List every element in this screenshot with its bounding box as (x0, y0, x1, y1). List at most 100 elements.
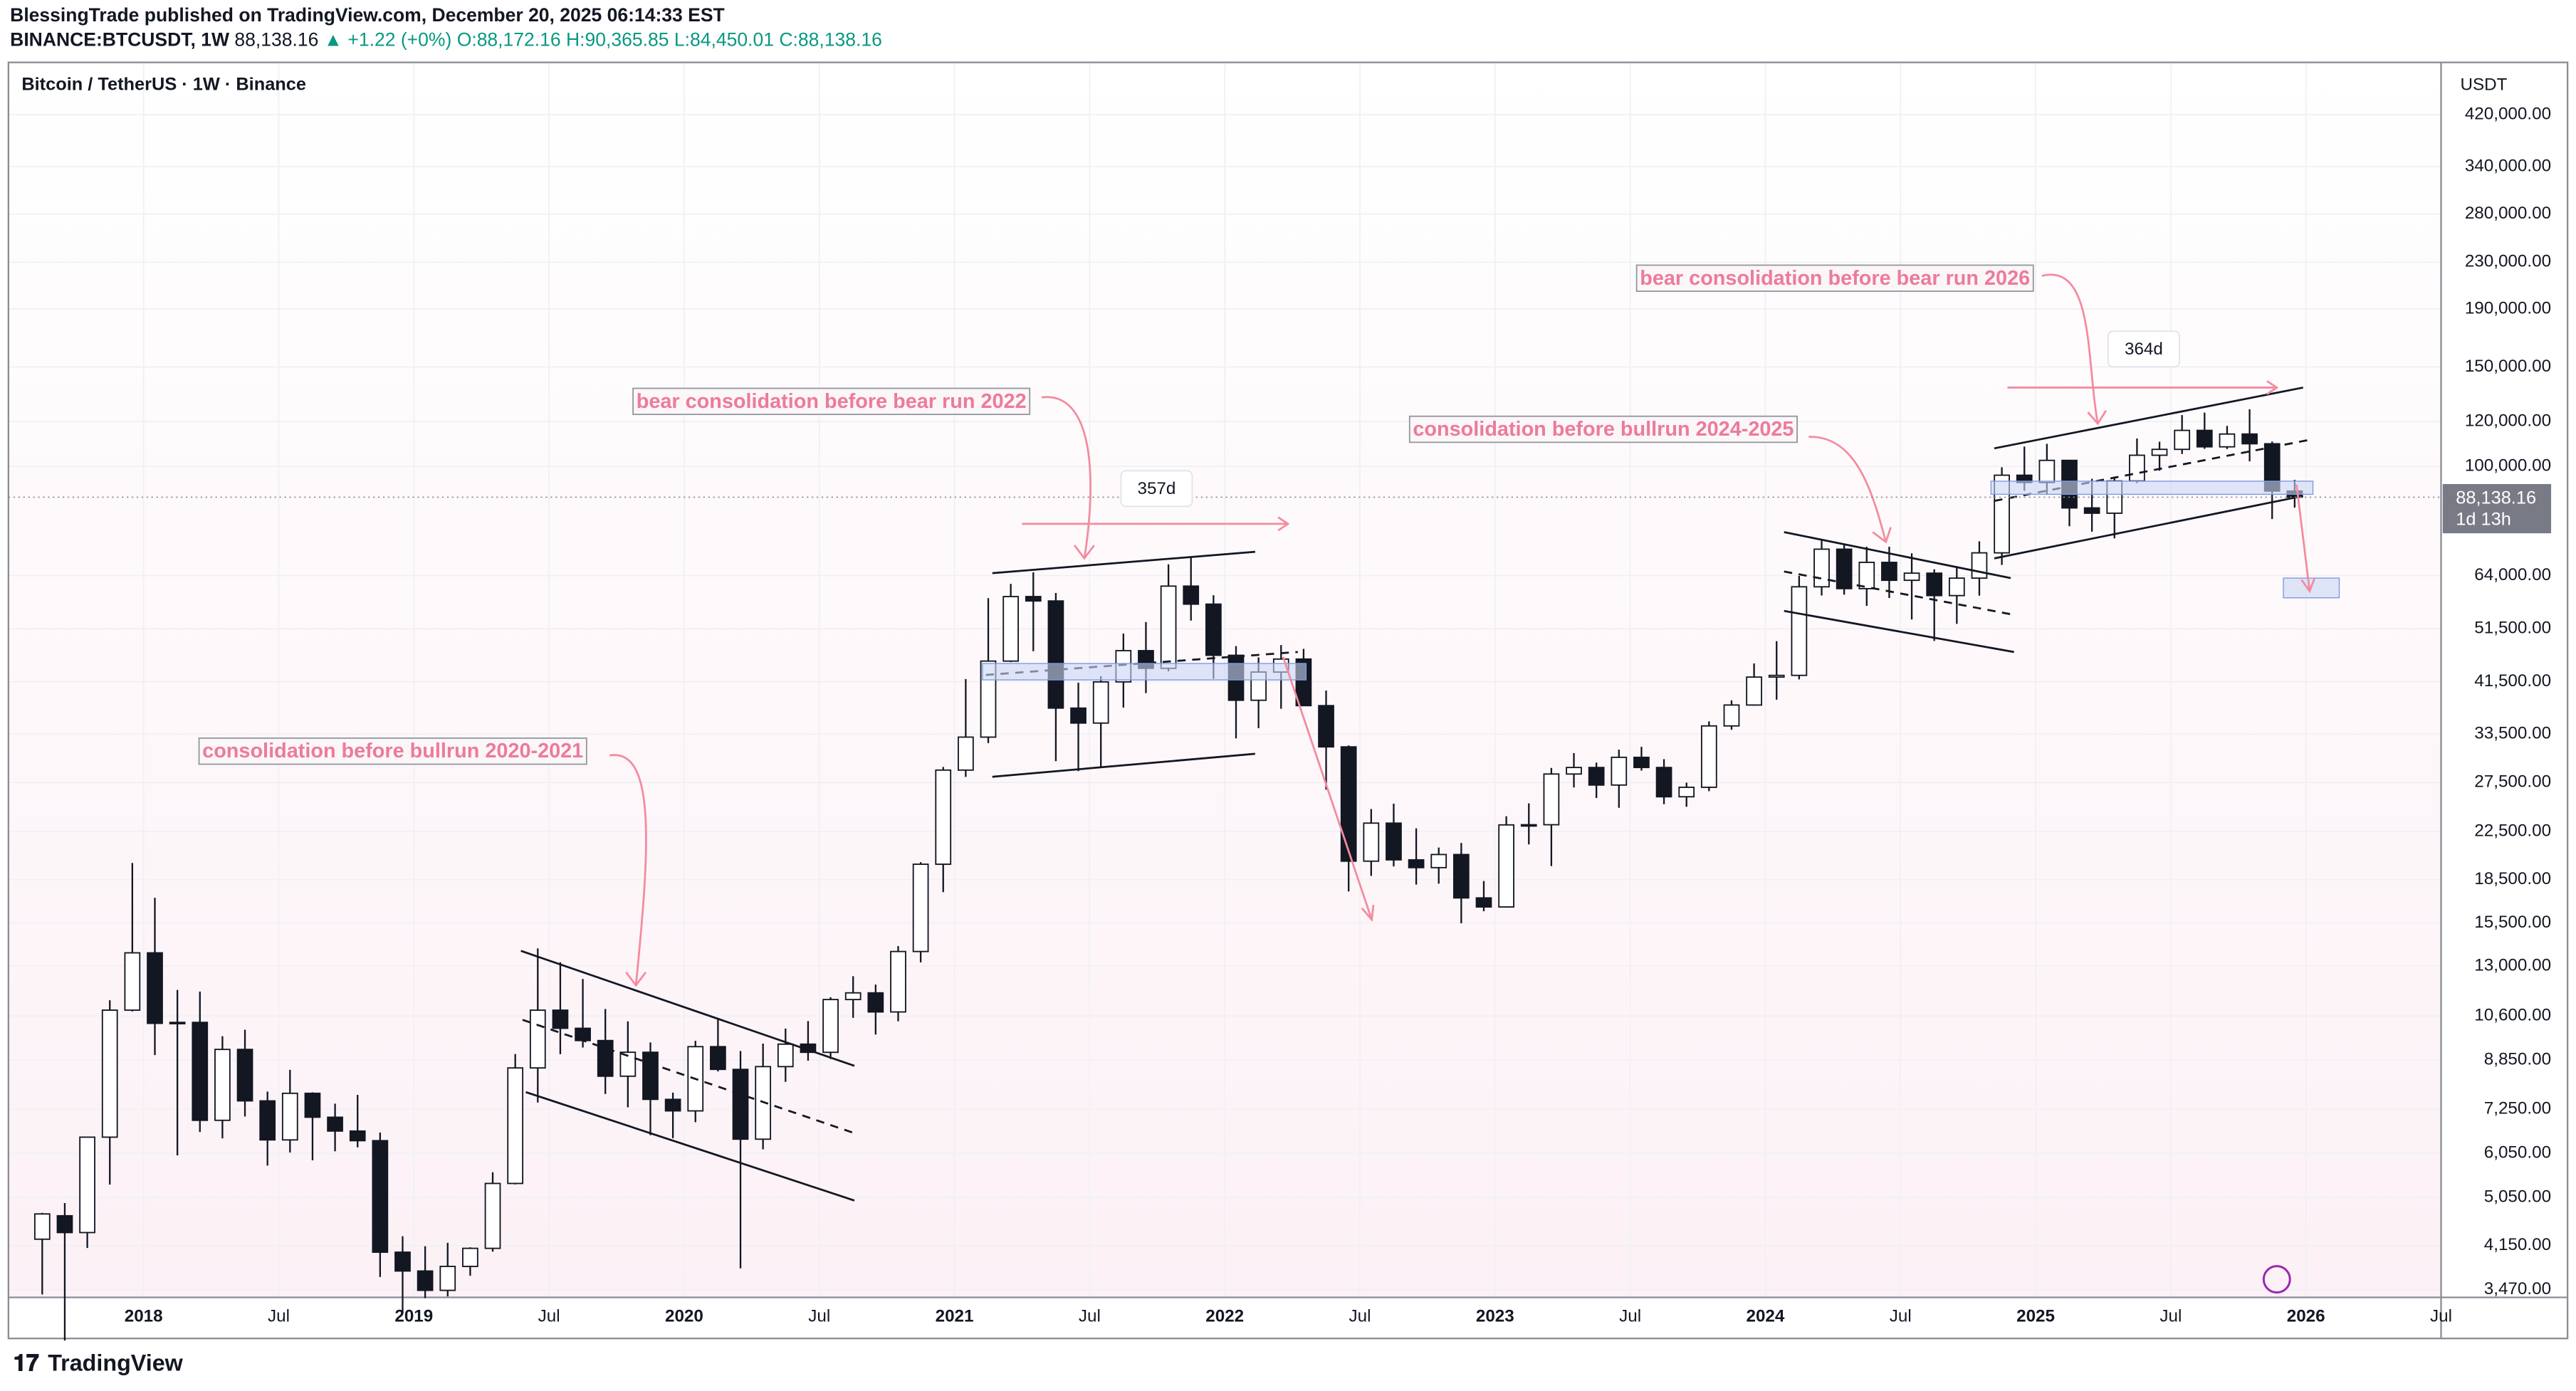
price-tag-value: 88,138.16 (2456, 488, 2536, 508)
candle-body (2241, 433, 2258, 445)
annotation: consolidation before bullrun 2020-2021 (202, 740, 583, 762)
candle-body (1723, 704, 1740, 727)
candle-body (259, 1100, 276, 1141)
annotation-box (632, 387, 1031, 416)
candle-body (2129, 454, 2145, 482)
candle-body (1205, 603, 1222, 656)
candle-body (575, 1027, 591, 1041)
candle-body (484, 1182, 501, 1249)
candle-body (101, 1009, 118, 1138)
candle-body (1475, 897, 1492, 908)
axis-unit: USDT (2461, 75, 2508, 94)
candle-body (710, 1046, 726, 1071)
brand-logo: 𝟏𝟕 (14, 1350, 39, 1376)
symbol: BINANCE:BTCUSDT, 1W (10, 29, 229, 51)
candle-body (33, 1213, 51, 1240)
candle-body (147, 952, 163, 1024)
candle-body (1836, 548, 1853, 589)
arrow (1022, 516, 1290, 532)
candle-body (642, 1051, 659, 1101)
y-tick-label: 10,600.00 (2474, 1006, 2551, 1025)
candle-body (56, 1214, 73, 1234)
y-tick-label: 3,470.00 (2484, 1279, 2551, 1298)
candle-body (822, 999, 839, 1054)
x-tick-label: 2018 (125, 1307, 163, 1326)
candles (33, 409, 2303, 1341)
y-tick-label: 100,000.00 (2465, 456, 2551, 475)
x-tick-label: Jul (1079, 1307, 1101, 1326)
event-icon[interactable] (2262, 1265, 2291, 1294)
measure-label: 364d (2125, 340, 2163, 359)
y-tick-label: 340,000.00 (2465, 156, 2551, 175)
x-tick-label: 2026 (2287, 1307, 2325, 1326)
candle-body (1543, 773, 1560, 826)
y-tick-label: 51,500.00 (2474, 619, 2551, 638)
candle-body (1340, 746, 1357, 862)
candle-body (1183, 585, 1200, 605)
y-tick-label: 5,050.00 (2484, 1187, 2551, 1207)
x-tick-label: 2022 (1205, 1307, 1244, 1326)
candle-body (417, 1270, 434, 1291)
arrow (2295, 484, 2316, 594)
candle-body (1452, 854, 1470, 899)
candle-body (1386, 822, 1402, 861)
annotation-box (1635, 264, 2034, 293)
candle-body (1971, 552, 1988, 579)
y-tick-label: 13,000.00 (2474, 955, 2551, 975)
y-tick-label: 190,000.00 (2465, 298, 2551, 317)
change: +1.22 (+0%) (347, 29, 451, 51)
x-tick-label: Jul (1890, 1307, 1912, 1326)
x-tick-label: Jul (1349, 1307, 1371, 1326)
arrow (1282, 656, 1375, 923)
candle-body (2219, 433, 2236, 448)
candle-body (304, 1092, 321, 1118)
y-tick-label: 7,250.00 (2484, 1098, 2551, 1118)
x-tick-label: Jul (268, 1307, 290, 1326)
candle-body (732, 1069, 749, 1140)
trendline (1994, 387, 2303, 450)
candle-body (2151, 448, 2168, 456)
annotation-box (1408, 415, 1799, 443)
candle-body (1498, 824, 1514, 908)
candle-body (1813, 548, 1830, 588)
candle-body (169, 1022, 186, 1024)
x-tick-label: 2023 (1476, 1307, 1514, 1326)
price-tag (2442, 483, 2552, 534)
x-tick-label: Jul (808, 1307, 830, 1326)
candle-body (507, 1067, 524, 1185)
candle-body (890, 950, 906, 1013)
trendline (525, 1091, 855, 1202)
candle-body (1903, 572, 1920, 582)
y-tick-label: 8,850.00 (2484, 1050, 2551, 1069)
y-tick-label: 27,500.00 (2474, 772, 2551, 792)
candle-body (2083, 507, 2100, 514)
candle-body (439, 1266, 456, 1291)
candle-body (1858, 562, 1875, 589)
candle-body (912, 864, 929, 952)
candle-body (1363, 822, 1380, 862)
candle-body (372, 1140, 389, 1253)
measure-box (1120, 470, 1193, 508)
y-tick-label: 15,500.00 (2474, 913, 2551, 932)
candle-body (1768, 674, 1785, 678)
candle-body (2038, 459, 2056, 483)
trendline (992, 550, 1255, 574)
x-tick-label: 2024 (1746, 1307, 1784, 1326)
arrow (2007, 380, 2279, 395)
header-symbol: BINANCE:BTCUSDT, 1W 88,138.16 ▲ +1.22 (+… (10, 29, 882, 51)
y-tick-label: 6,050.00 (2484, 1143, 2551, 1162)
open: O:88,172.16 (457, 29, 561, 51)
candle-body (1588, 767, 1605, 786)
arrow (1041, 396, 1095, 560)
y-tick-label: 150,000.00 (2465, 357, 2551, 376)
candle-body (327, 1116, 343, 1132)
candle-body (1002, 596, 1020, 662)
candle-body (1678, 787, 1695, 798)
x-tick-label: Jul (2159, 1307, 2182, 1326)
chart-title: Bitcoin / TetherUS · 1W · Binance (21, 75, 306, 95)
candle-body (349, 1130, 366, 1142)
candle-body (1318, 705, 1334, 748)
y-tick-label: 22,500.00 (2474, 822, 2551, 841)
zone (1990, 481, 2314, 495)
